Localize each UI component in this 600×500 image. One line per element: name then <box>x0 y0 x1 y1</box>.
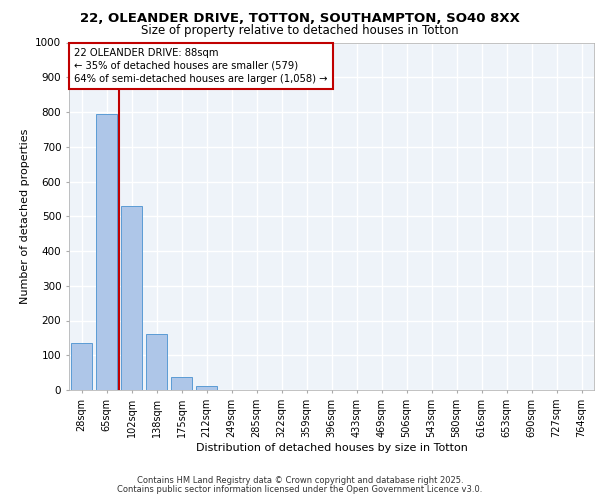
Bar <box>196 386 217 390</box>
Text: 22 OLEANDER DRIVE: 88sqm
← 35% of detached houses are smaller (579)
64% of semi-: 22 OLEANDER DRIVE: 88sqm ← 35% of detach… <box>74 48 328 84</box>
Bar <box>171 377 192 390</box>
Text: 22, OLEANDER DRIVE, TOTTON, SOUTHAMPTON, SO40 8XX: 22, OLEANDER DRIVE, TOTTON, SOUTHAMPTON,… <box>80 12 520 26</box>
Text: Size of property relative to detached houses in Totton: Size of property relative to detached ho… <box>141 24 459 37</box>
Text: Contains public sector information licensed under the Open Government Licence v3: Contains public sector information licen… <box>118 485 482 494</box>
Bar <box>96 114 117 390</box>
Bar <box>71 343 92 390</box>
Bar <box>121 206 142 390</box>
Bar <box>146 334 167 390</box>
X-axis label: Distribution of detached houses by size in Totton: Distribution of detached houses by size … <box>196 442 467 452</box>
Text: Contains HM Land Registry data © Crown copyright and database right 2025.: Contains HM Land Registry data © Crown c… <box>137 476 463 485</box>
Y-axis label: Number of detached properties: Number of detached properties <box>20 128 29 304</box>
